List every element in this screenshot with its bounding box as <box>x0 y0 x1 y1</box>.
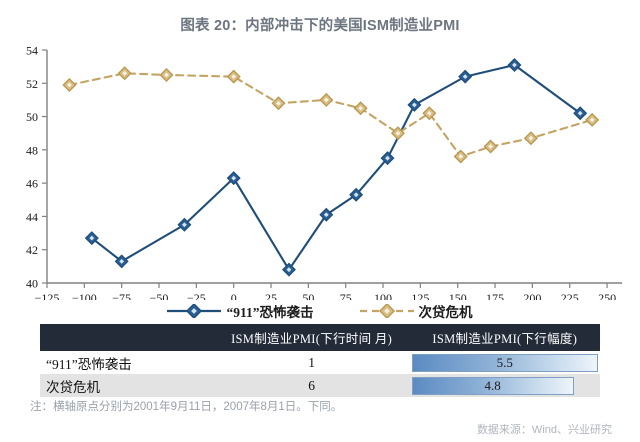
footnote: 注：横轴原点分别为2001年9月11日，2007年8月1日。下同。 <box>30 401 343 413</box>
data-series-layer <box>62 57 600 277</box>
data-point-marker <box>458 69 473 84</box>
x-tick-label: 150 <box>449 291 467 300</box>
data-point-marker <box>422 106 437 121</box>
y-tick-label: 48 <box>26 143 38 157</box>
magnitude-databar: 4.8 <box>411 376 574 395</box>
x-tick-label: −125 <box>35 291 60 300</box>
x-tick-label: 75 <box>340 291 352 300</box>
comparison-table: ISM制造业PMI(下行时间 月) ISM制造业PMI(下行幅度) “911”恐… <box>40 324 600 397</box>
y-tick-label: 52 <box>26 77 38 91</box>
y-tick-label: 50 <box>26 110 38 124</box>
x-tick-label: 50 <box>302 291 314 300</box>
magnitude-value: 4.8 <box>484 377 501 393</box>
data-point-marker <box>353 101 368 116</box>
legend-label-subprime: 次贷危机 <box>418 305 473 320</box>
series-subprime <box>62 66 600 164</box>
legend-label-911: “911”恐怖袭击 <box>226 305 314 320</box>
table-header-duration: ISM制造业PMI(下行时间 月) <box>213 324 410 351</box>
plot-area: 40 42 44 46 48 50 52 54 −125 −100 −75 −50 −25 0 25 50 7… <box>0 38 640 300</box>
x-tick-label: 125 <box>411 291 429 300</box>
data-point-marker <box>585 112 600 127</box>
data-point-marker <box>319 207 334 222</box>
y-axis-ticks: 40 42 44 46 48 50 52 54 <box>26 44 47 291</box>
data-point-marker <box>483 139 498 154</box>
data-point-marker <box>349 187 364 202</box>
data-point-marker <box>319 92 334 107</box>
x-tick-label: 100 <box>374 291 392 300</box>
data-point-marker <box>117 66 132 81</box>
legend-swatch-solid-icon <box>167 304 222 318</box>
data-point-marker <box>62 77 77 92</box>
legend-item-subprime[interactable]: 次贷危机 <box>359 301 473 321</box>
x-tick-label: −100 <box>72 291 97 300</box>
magnitude-value: 5.5 <box>496 354 513 370</box>
chart-legend: “911”恐怖袭击 次贷危机 <box>0 300 640 322</box>
data-point-marker <box>159 67 174 82</box>
x-tick-label: 225 <box>561 291 579 300</box>
table-cell-magnitude: 5.5 <box>409 351 600 374</box>
y-tick-label: 40 <box>26 277 38 291</box>
data-point-marker <box>407 97 422 112</box>
data-point-marker <box>453 149 468 164</box>
data-point-marker <box>523 131 538 146</box>
data-point-marker <box>573 106 588 121</box>
x-axis-ticks: −125 −100 −75 −50 −25 0 25 50 75 100 125 150 175 200 2… <box>35 283 616 300</box>
data-point-marker <box>271 96 286 111</box>
x-tick-label: 250 <box>598 291 616 300</box>
data-point-marker <box>507 57 522 72</box>
data-point-marker <box>226 171 241 186</box>
table-head: ISM制造业PMI(下行时间 月) ISM制造业PMI(下行幅度) <box>40 324 600 351</box>
table-cell-duration: 1 <box>213 351 410 374</box>
x-tick-label: 175 <box>486 291 504 300</box>
data-point-marker <box>390 126 405 141</box>
table-header-corner <box>40 324 214 351</box>
x-tick-label: 0 <box>231 291 237 300</box>
legend-item-911[interactable]: “911”恐怖袭击 <box>167 301 314 321</box>
x-tick-label: 200 <box>523 291 541 300</box>
data-point-marker <box>177 217 192 232</box>
table-row: “911”恐怖袭击 1 5.5 <box>40 351 600 374</box>
summary-table: ISM制造业PMI(下行时间 月) ISM制造业PMI(下行幅度) “911”恐… <box>40 324 600 397</box>
magnitude-databar-fill <box>412 377 573 394</box>
table-header-magnitude: ISM制造业PMI(下行幅度) <box>409 324 600 351</box>
y-tick-label: 44 <box>26 210 38 224</box>
page-title: 图表 20：内部冲击下的美国ISM制造业PMI <box>180 18 460 34</box>
table-header-row: ISM制造业PMI(下行时间 月) ISM制造业PMI(下行幅度) <box>40 324 600 351</box>
table-cell-duration: 6 <box>213 374 410 397</box>
y-tick-label: 46 <box>26 177 38 191</box>
data-point-marker <box>380 151 395 166</box>
table-cell-event-label: “911”恐怖袭击 <box>40 351 214 374</box>
table-cell-magnitude: 4.8 <box>409 374 600 397</box>
magnitude-databar: 5.5 <box>411 353 598 372</box>
magnitude-databar-fill <box>412 354 597 371</box>
y-tick-label: 42 <box>26 243 38 257</box>
data-point-marker <box>84 231 99 246</box>
data-point-marker <box>281 262 296 277</box>
x-tick-label: −25 <box>187 291 206 300</box>
table-cell-event-label: 次贷危机 <box>40 374 214 397</box>
line-chart-svg: 40 42 44 46 48 50 52 54 −125 −100 −75 −50 −25 0 25 50 7… <box>26 44 622 300</box>
x-tick-label: −75 <box>112 291 131 300</box>
legend-swatch-dashed-icon <box>359 304 414 318</box>
x-tick-label: −50 <box>150 291 169 300</box>
data-point-marker <box>226 69 241 84</box>
axes <box>46 50 622 284</box>
table-row: 次贷危机 6 4.8 <box>40 374 600 397</box>
source-attribution: 数据来源：Wind、兴业研究 <box>476 424 612 436</box>
data-point-marker <box>114 254 129 269</box>
table-body: “911”恐怖袭击 1 5.5 次贷危机 6 4.8 <box>40 351 600 397</box>
x-tick-label: 25 <box>265 291 277 300</box>
series-911 <box>84 57 588 277</box>
y-tick-label: 54 <box>26 44 38 58</box>
